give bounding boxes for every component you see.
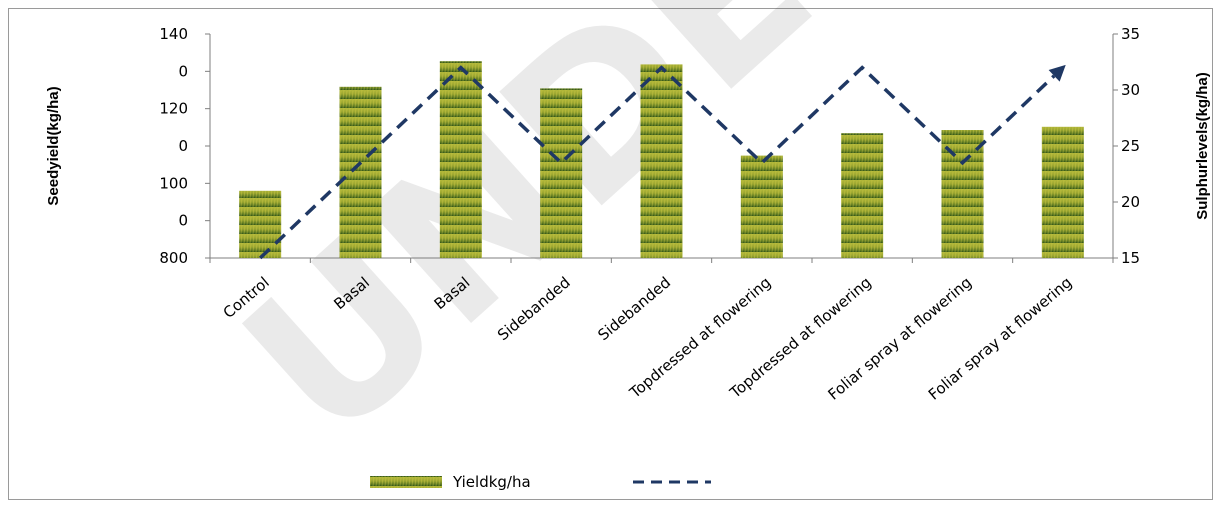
legend-bar-label: Yieldkg/ha xyxy=(452,473,531,491)
line-series xyxy=(258,64,1066,260)
left-tick-label: 0 xyxy=(178,62,188,80)
legend-bar-swatch xyxy=(370,476,442,488)
legend: Yieldkg/ha xyxy=(370,473,711,491)
sulphur-line xyxy=(258,65,1056,260)
bar xyxy=(439,61,482,259)
left-tick-label: 100 xyxy=(159,174,188,192)
left-tick-label: 120 xyxy=(159,100,188,118)
bar xyxy=(640,64,683,259)
right-tick-label: 30 xyxy=(1121,81,1140,99)
bar xyxy=(1041,126,1084,258)
left-ticks: 140 0 120 0 100 0 800 xyxy=(159,25,210,267)
bar xyxy=(540,88,583,259)
left-tick-label: 0 xyxy=(178,212,188,230)
right-tick-label: 20 xyxy=(1121,193,1140,211)
left-tick-label: 0 xyxy=(178,137,188,155)
bar xyxy=(239,190,282,258)
right-ticks: 35 30 25 20 15 xyxy=(1113,25,1140,267)
bar xyxy=(841,133,884,258)
left-tick-label: 140 xyxy=(159,25,188,43)
right-tick-label: 35 xyxy=(1121,25,1140,43)
bars xyxy=(239,61,1084,259)
left-tick-label: 800 xyxy=(159,249,188,267)
right-axis-title: Sulphurlevels(kg/ha) xyxy=(1194,72,1211,220)
x-ticks xyxy=(209,258,1114,263)
bar xyxy=(339,86,382,258)
right-tick-label: 15 xyxy=(1121,249,1140,267)
right-tick-label: 25 xyxy=(1121,137,1140,155)
bar xyxy=(740,155,783,258)
line-arrow-head xyxy=(1048,64,1066,82)
category-label: Sidebanded xyxy=(594,273,674,344)
left-axis-title: Seedyield(kg/ha) xyxy=(45,86,62,205)
chart-frame xyxy=(8,8,1213,500)
